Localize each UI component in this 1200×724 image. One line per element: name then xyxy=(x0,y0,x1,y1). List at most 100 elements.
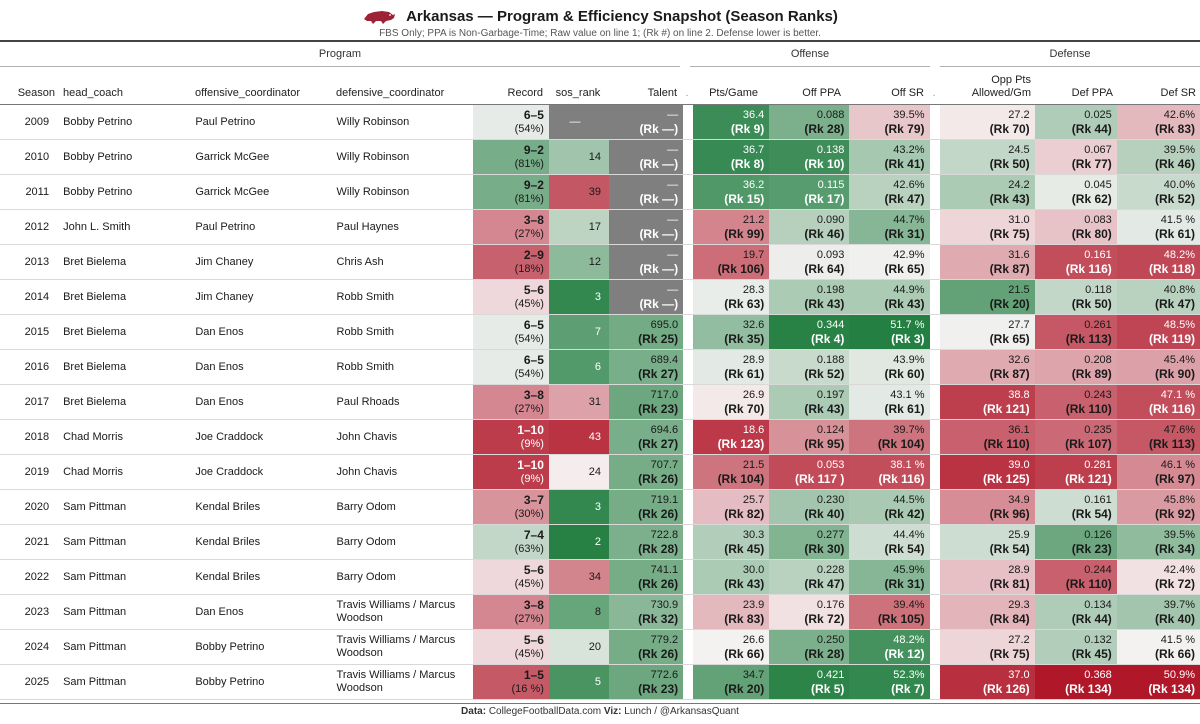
talent-cell: — (Rk —) xyxy=(609,139,684,175)
season-cell: 2013 xyxy=(0,244,58,280)
opp-pts-cell-value: 25.9 xyxy=(1008,529,1030,541)
head-coach-cell: Sam Pittman xyxy=(57,489,190,525)
pts-game-cell-value: 34.7 xyxy=(742,669,765,681)
opp-pts-cell: 32.6 (Rk 87) xyxy=(939,349,1035,385)
off-sr-cell-value: 42.9% xyxy=(893,249,925,261)
talent-cell-rank: (Rk 25) xyxy=(638,332,679,346)
pts-game-cell: 30.0 (Rk 43) xyxy=(693,559,770,595)
def-sr-cell: 45.4% (Rk 90) xyxy=(1116,349,1200,385)
def-sr-cell: 40.8% (Rk 47) xyxy=(1116,279,1200,315)
talent-cell-rank: (Rk 23) xyxy=(638,682,679,696)
sos-rank-cell: 17 xyxy=(548,209,609,245)
def-ppa-cell: 0.244 (Rk 110) xyxy=(1034,559,1117,595)
defensive-coordinator-cell: Willy Robinson xyxy=(330,174,473,210)
season-cell: 2012 xyxy=(0,209,58,245)
pts-game-cell-rank: (Rk 82) xyxy=(724,507,765,521)
footer-viz-label: Viz: xyxy=(603,706,622,717)
table-row: 2017 Bret Bielema Dan Enos Paul Rhoads 3–8 (2… xyxy=(0,384,1200,420)
offense-separator-cell xyxy=(683,384,694,420)
off-ppa-cell-rank: (Rk 46) xyxy=(804,227,845,241)
def-ppa-cell-value: 0.208 xyxy=(1084,354,1112,366)
def-ppa-cell-value: 0.368 xyxy=(1084,669,1112,681)
header-head-coach: head_coach xyxy=(63,87,123,99)
spanner-offense: Offense xyxy=(690,41,930,67)
def-sr-cell-value: 46.1 % xyxy=(1160,459,1195,471)
def-ppa-cell-rank: (Rk 54) xyxy=(1071,507,1112,521)
pts-game-cell: 36.4 (Rk 9) xyxy=(693,105,770,140)
def-ppa-cell-value: 0.132 xyxy=(1084,634,1112,646)
def-ppa-cell-rank: (Rk 110) xyxy=(1065,577,1112,591)
def-ppa-cell: 0.025 (Rk 44) xyxy=(1034,105,1117,140)
pts-game-cell: 21.5 (Rk 104) xyxy=(693,454,770,490)
opp-pts-cell-rank: (Rk 20) xyxy=(989,297,1030,311)
def-sr-cell-value: 40.0% xyxy=(1163,179,1195,191)
off-sr-cell: 48.2% (Rk 12) xyxy=(849,629,930,665)
off-ppa-cell-value: 0.093 xyxy=(816,249,845,261)
record-cell-value: 3–8 xyxy=(523,213,544,227)
record-cell-rank: (54%) xyxy=(514,123,544,135)
record-cell-value: 6–5 xyxy=(523,108,544,122)
offense-separator-cell xyxy=(683,524,694,560)
opp-pts-cell-rank: (Rk 65) xyxy=(989,332,1030,346)
def-sr-cell-value: 47.1 % xyxy=(1160,389,1195,401)
record-cell: 6–5 (54%) xyxy=(472,314,549,350)
defensive-coordinator-cell: Paul Rhoads xyxy=(330,384,473,420)
off-ppa-cell: 0.344 (Rk 4) xyxy=(769,314,850,350)
head-coach-cell: Sam Pittman xyxy=(57,594,190,630)
column-spanners: Program Offense Defense xyxy=(0,41,1200,67)
offense-separator-cell xyxy=(683,314,694,350)
pts-game-cell-value: 26.6 xyxy=(742,634,765,646)
talent-cell-rank: (Rk 26) xyxy=(638,647,679,661)
def-ppa-cell-rank: (Rk 77) xyxy=(1071,157,1112,171)
pts-game-cell-value: 25.7 xyxy=(742,494,765,506)
opp-pts-cell-rank: (Rk 75) xyxy=(989,227,1030,241)
offense-separator-cell xyxy=(683,664,694,700)
record-cell: 5–6 (45%) xyxy=(472,629,549,665)
def-sr-cell-value: 50.9% xyxy=(1163,669,1195,681)
def-ppa-cell-rank: (Rk 62) xyxy=(1071,192,1112,206)
record-cell-rank: (30%) xyxy=(514,508,544,520)
off-sr-cell-rank: (Rk 61) xyxy=(884,402,925,416)
sos-rank-cell: 34 xyxy=(548,559,609,595)
off-sr-cell-value: 43.9% xyxy=(893,354,925,366)
def-ppa-cell-value: 0.161 xyxy=(1084,249,1112,261)
talent-cell: — (Rk —) xyxy=(609,244,684,280)
opp-pts-cell: 25.9 (Rk 54) xyxy=(939,524,1035,560)
opp-pts-cell-rank: (Rk 43) xyxy=(989,192,1030,206)
defense-separator-cell xyxy=(929,139,940,175)
pts-game-cell-rank: (Rk 9) xyxy=(730,122,765,136)
opp-pts-cell-rank: (Rk 110) xyxy=(983,437,1030,451)
def-sr-cell-value: 45.8% xyxy=(1163,494,1195,506)
footer-caption: Data: CollegeFootballData.com Viz: Lunch… xyxy=(0,706,1200,717)
talent-cell-value: — xyxy=(667,109,679,121)
opp-pts-cell-value: 31.0 xyxy=(1008,214,1030,226)
header-season: Season xyxy=(17,87,55,99)
off-ppa-cell-rank: (Rk 72) xyxy=(804,612,845,626)
record-cell: 9–2 (81%) xyxy=(472,139,549,175)
talent-cell-value: 694.6 xyxy=(650,424,679,436)
record-cell-rank: (81%) xyxy=(514,193,544,205)
table-row: 2025 Sam Pittman Bobby Petrino Travis Willi… xyxy=(0,664,1200,700)
def-sr-cell-rank: (Rk 90) xyxy=(1154,367,1195,381)
off-ppa-cell: 0.277 (Rk 30) xyxy=(769,524,850,560)
off-sr-cell: 51.7 % (Rk 3) xyxy=(849,314,930,350)
def-ppa-cell: 0.261 (Rk 113) xyxy=(1034,314,1117,350)
opp-pts-cell-rank: (Rk 125) xyxy=(982,472,1030,486)
off-sr-cell-rank: (Rk 105) xyxy=(877,612,925,626)
opp-pts-cell-rank: (Rk 84) xyxy=(989,612,1030,626)
off-sr-cell-value: 39.7% xyxy=(893,424,925,436)
pts-game-cell-rank: (Rk 70) xyxy=(724,402,765,416)
pts-game-cell-rank: (Rk 15) xyxy=(724,192,765,206)
header-opp-pts-line1: Opp Pts xyxy=(991,74,1031,86)
opp-pts-cell-rank: (Rk 121) xyxy=(982,402,1030,416)
record-cell-rank: (54%) xyxy=(514,333,544,345)
def-sr-cell-rank: (Rk 118) xyxy=(1148,262,1195,276)
pts-game-cell-rank: (Rk 8) xyxy=(730,157,765,171)
record-cell-value: 6–5 xyxy=(523,318,544,332)
offensive-coordinator-cell: Dan Enos xyxy=(189,314,331,350)
record-cell-rank: (9%) xyxy=(520,473,544,485)
off-ppa-cell-value: 0.277 xyxy=(816,529,845,541)
talent-cell: — (Rk —) xyxy=(609,279,684,315)
record-cell-value: 1–10 xyxy=(517,458,544,472)
off-ppa-cell: 0.090 (Rk 46) xyxy=(769,209,850,245)
